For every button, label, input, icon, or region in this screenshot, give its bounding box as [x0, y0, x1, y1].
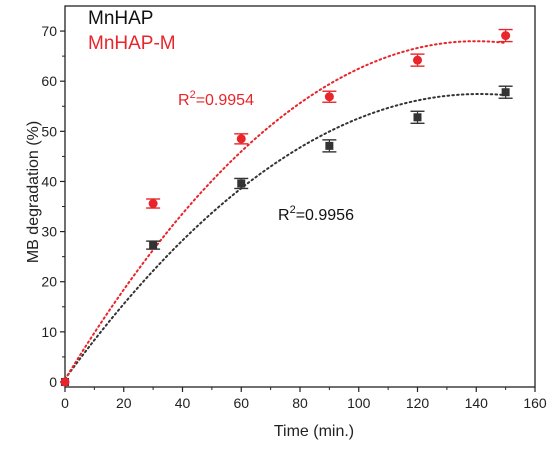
legend-entry-mnhap: MnHAP	[88, 8, 153, 29]
x-tick-label: 60	[233, 395, 249, 411]
data-point-mnhap	[325, 141, 334, 150]
y-tick-label: 30	[41, 224, 57, 240]
r2-value: =0.9954	[196, 92, 254, 109]
plot-border	[64, 5, 536, 388]
r2-annotation-mnhap-m: R2=0.9954	[178, 89, 254, 109]
x-tick-label: 40	[175, 395, 191, 411]
data-point-mnhap-m	[413, 55, 422, 65]
y-axis: 0 10 20 30 40 50 60 70	[41, 23, 65, 390]
x-tick-label: 0	[61, 395, 69, 411]
x-tick-label: 120	[406, 395, 430, 411]
data-point-mnhap-m	[324, 92, 334, 102]
data-point-mnhap	[237, 179, 246, 188]
plot-frame	[64, 5, 536, 388]
y-tick-label: 20	[41, 274, 57, 290]
x-tick-label: 140	[465, 395, 489, 411]
data-point-mnhap	[149, 241, 158, 250]
x-tick-label: 80	[292, 395, 308, 411]
y-tick-label: 70	[41, 23, 57, 39]
r2-symbol: R	[178, 92, 190, 109]
data-point-mnhap	[501, 88, 510, 97]
r2-superscript: 2	[190, 89, 196, 101]
r2-annotation-mnhap: R2=0.9956	[278, 204, 354, 224]
r2-superscript: 2	[290, 204, 296, 216]
fit-curves	[64, 40, 507, 381]
x-tick-label: 100	[347, 395, 371, 411]
legend-entry-mnhap-m: MnHAP-M	[88, 33, 176, 54]
data-point-mnhap	[413, 113, 422, 122]
x-axis: 0 20 40 60 80 100 120 140 160	[61, 387, 547, 411]
r2-symbol: R	[278, 207, 290, 224]
y-tick-label: 0	[49, 374, 57, 390]
x-axis-title: Time (min.)	[274, 423, 354, 440]
y-tick-label: 60	[41, 73, 57, 89]
data-point-mnhap-m	[236, 134, 246, 144]
y-axis-title: MB degradation (%)	[25, 121, 42, 263]
data-point-mnhap-m	[501, 31, 511, 41]
x-tick-label: 20	[116, 395, 132, 411]
fit-curve-mnhap	[64, 93, 507, 380]
x-tick-label: 160	[523, 395, 547, 411]
data-point-mnhap-m	[148, 199, 158, 209]
y-tick-label: 40	[41, 173, 57, 189]
fit-curve-mnhap-m	[64, 40, 507, 381]
y-tick-label: 10	[41, 324, 57, 340]
data-markers	[60, 31, 511, 387]
data-point-mnhap-m	[60, 377, 70, 387]
y-tick-label: 50	[41, 123, 57, 139]
r2-value: =0.9956	[296, 207, 354, 224]
